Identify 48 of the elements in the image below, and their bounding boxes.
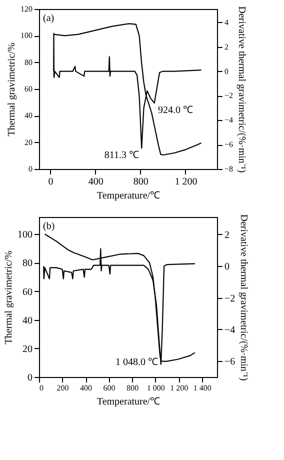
- y2-tick-label: −6: [224, 356, 236, 368]
- y2-tick-label: −6: [224, 140, 234, 150]
- x-tick-label: 1 000: [146, 384, 165, 392]
- y2-tick-label: 2: [224, 42, 228, 52]
- x-tick-label: 800: [126, 384, 139, 392]
- annotation: 811.3 ℃: [104, 150, 139, 161]
- y2-tick-label: −2: [224, 293, 236, 304]
- y-tick-label: 60: [24, 84, 32, 94]
- annotation: 1 048.0 ℃: [116, 357, 158, 368]
- x-axis-title: Temperature/℃: [96, 190, 160, 202]
- y2-axis-title: Derivative thermal gravimetric/(%·min⁻¹): [238, 214, 250, 381]
- x-tick-label: 200: [56, 384, 69, 392]
- x-tick-label: 0: [40, 384, 44, 392]
- y2-tick-label: 2: [224, 230, 230, 241]
- y-tick-label: 0: [28, 372, 32, 384]
- annotation: 924.0 ℃: [158, 105, 193, 116]
- y2-tick-label: −4: [224, 116, 234, 125]
- y-axis-title: Thermal gravimetric/%: [4, 250, 14, 344]
- y2-tick-label: −2: [224, 91, 234, 100]
- annotation: (b): [43, 221, 55, 232]
- y-tick-label: 100: [18, 230, 32, 241]
- y2-tick-label: 0: [224, 66, 228, 76]
- x-tick-label: 400: [80, 384, 92, 392]
- y-tick-label: 80: [22, 258, 32, 270]
- y-tick-label: 0: [28, 164, 32, 174]
- y-tick-label: 40: [22, 315, 32, 326]
- y-tick-label: 100: [20, 31, 32, 40]
- x-tick-label: 1 200: [170, 384, 188, 392]
- y-tick-label: 20: [24, 138, 32, 147]
- annotation: (a): [43, 13, 54, 24]
- y-tick-label: 20: [22, 344, 32, 355]
- y-tick-label: 60: [22, 286, 32, 298]
- y2-axis-title: Derivative thermal gravimetric/(%·min⁻¹): [236, 6, 248, 173]
- y-tick-label: 120: [20, 4, 32, 14]
- x-tick-label: 400: [88, 176, 104, 188]
- x-tick-label: 1 400: [193, 384, 212, 392]
- x-tick-label: 1 200: [174, 176, 198, 188]
- y-tick-label: 40: [24, 111, 32, 120]
- y2-tick-label: 4: [224, 18, 228, 27]
- y2-tick-label: 0: [224, 262, 230, 273]
- y2-tick-label: −4: [224, 324, 236, 336]
- y2-tick-label: −8: [224, 164, 234, 174]
- y-axis-title: Thermal gravimetric/%: [6, 42, 18, 136]
- y-tick-label: 80: [24, 58, 32, 67]
- x-tick-label: 0: [48, 176, 54, 188]
- x-axis-title: Temperature/℃: [96, 396, 160, 408]
- x-tick-label: 800: [133, 176, 148, 188]
- x-tick-label: 600: [103, 384, 116, 392]
